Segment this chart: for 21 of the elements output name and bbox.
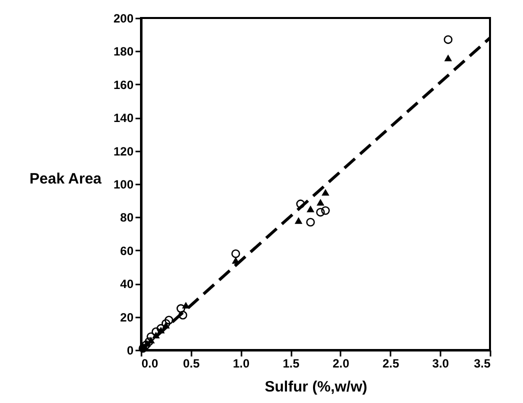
y-tick-label: 160	[113, 78, 134, 92]
x-tick-label: 2.0	[332, 356, 350, 370]
y-tick-label: 20	[120, 310, 134, 324]
x-tick-label: 1.5	[282, 356, 300, 370]
y-tick-label: 40	[120, 277, 134, 292]
x-tick-label: 0.5	[183, 356, 200, 370]
y-tick-label: 140	[113, 111, 134, 126]
y-tick-label: 80	[120, 210, 134, 225]
y-tick-label: 0	[126, 344, 134, 358]
x-axis-title: Sulfur (%,w/w)	[264, 378, 368, 396]
y-tick-label: 100	[113, 178, 134, 192]
y-tick-label: 180	[113, 44, 134, 59]
y-tick-label: 120	[113, 144, 134, 158]
x-tick-label: 3.0	[432, 356, 450, 370]
y-tick-label: 60	[120, 244, 134, 258]
y-axis-title: Peak Area	[30, 170, 102, 188]
x-tick-label: 3.5	[474, 356, 491, 370]
y-tick-label: 200	[113, 12, 134, 26]
x-tick-label: 1.0	[232, 356, 250, 370]
x-tick-label: 2.5	[382, 356, 400, 370]
x-tick-label: 0.0	[142, 356, 159, 370]
